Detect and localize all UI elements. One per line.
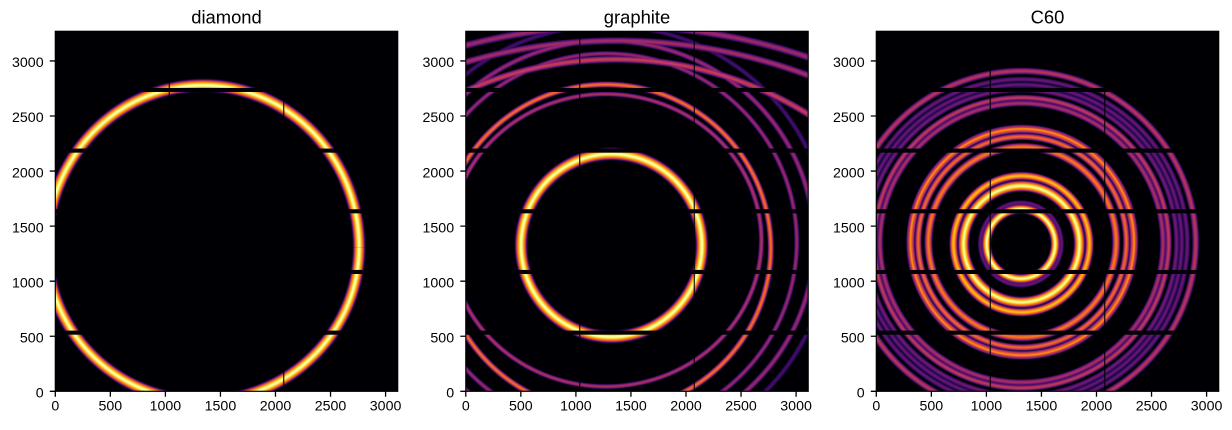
svg-text:500: 500 <box>430 330 454 346</box>
svg-text:2000: 2000 <box>423 165 455 181</box>
svg-text:2500: 2500 <box>1136 398 1168 414</box>
svg-text:2000: 2000 <box>260 398 292 414</box>
svg-text:1500: 1500 <box>833 220 865 236</box>
svg-text:500: 500 <box>20 330 44 346</box>
svg-text:1500: 1500 <box>1026 398 1058 414</box>
svg-text:0: 0 <box>857 386 865 402</box>
svg-text:3000: 3000 <box>833 55 865 71</box>
svg-text:2500: 2500 <box>833 110 865 126</box>
svg-text:2500: 2500 <box>423 110 455 126</box>
svg-text:1000: 1000 <box>423 275 455 291</box>
svg-text:500: 500 <box>99 398 123 414</box>
svg-text:1000: 1000 <box>971 398 1003 414</box>
svg-text:1000: 1000 <box>560 398 592 414</box>
svg-text:1500: 1500 <box>423 220 455 236</box>
svg-text:3000: 3000 <box>423 55 455 71</box>
svg-text:2500: 2500 <box>315 398 347 414</box>
svg-text:500: 500 <box>841 330 865 346</box>
svg-text:1000: 1000 <box>833 275 865 291</box>
svg-text:3000: 3000 <box>370 398 402 414</box>
svg-text:C60: C60 <box>1031 7 1065 28</box>
svg-text:0: 0 <box>36 386 44 402</box>
svg-text:500: 500 <box>920 398 944 414</box>
svg-text:2500: 2500 <box>725 398 757 414</box>
svg-text:500: 500 <box>509 398 533 414</box>
svg-text:2000: 2000 <box>670 398 702 414</box>
svg-text:0: 0 <box>462 398 470 414</box>
svg-text:1000: 1000 <box>150 398 182 414</box>
svg-text:2000: 2000 <box>12 165 44 181</box>
svg-text:1500: 1500 <box>205 398 237 414</box>
svg-text:0: 0 <box>872 398 880 414</box>
svg-text:diamond: diamond <box>191 7 262 28</box>
svg-text:1000: 1000 <box>12 275 44 291</box>
svg-text:1500: 1500 <box>12 220 44 236</box>
svg-text:1500: 1500 <box>615 398 647 414</box>
svg-text:graphite: graphite <box>604 7 670 28</box>
svg-text:0: 0 <box>51 398 59 414</box>
svg-text:2000: 2000 <box>833 165 865 181</box>
svg-text:2500: 2500 <box>12 110 44 126</box>
svg-text:0: 0 <box>446 386 454 402</box>
svg-text:2000: 2000 <box>1081 398 1113 414</box>
svg-text:3000: 3000 <box>12 55 44 71</box>
svg-text:3000: 3000 <box>780 398 812 414</box>
svg-text:3000: 3000 <box>1191 398 1223 414</box>
